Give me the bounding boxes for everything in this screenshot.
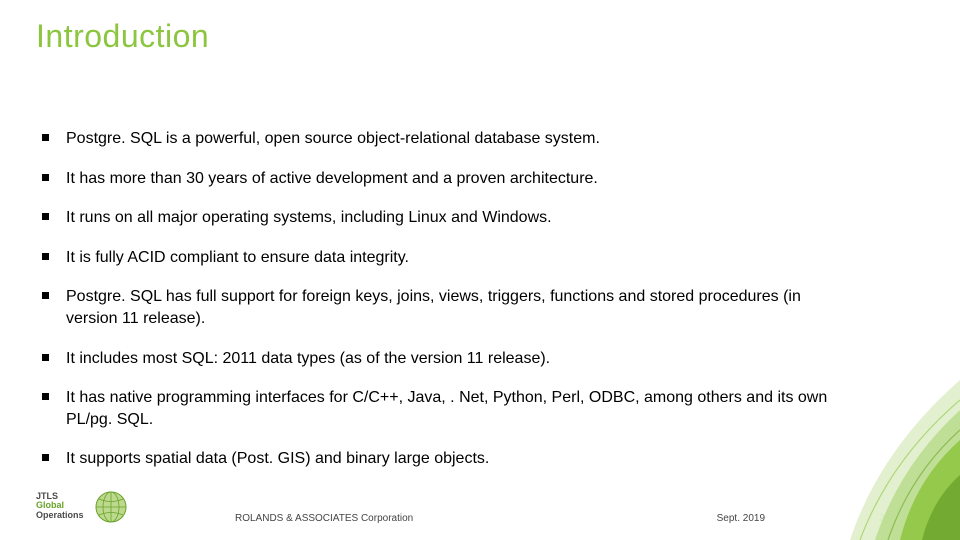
bullet-list: Postgre. SQL is a powerful, open source … bbox=[42, 128, 850, 488]
logo: JTLS Global Operations bbox=[36, 494, 146, 526]
logo-line3: Operations bbox=[36, 510, 84, 520]
globe-icon bbox=[94, 490, 128, 524]
logo-text: JTLS Global Operations bbox=[36, 492, 84, 520]
bullet-item: It supports spatial data (Post. GIS) and… bbox=[42, 448, 850, 470]
bullet-item: Postgre. SQL has full support for foreig… bbox=[42, 286, 850, 329]
footer-date: Sept. 2019 bbox=[717, 513, 765, 524]
bullet-item: Postgre. SQL is a powerful, open source … bbox=[42, 128, 850, 150]
footer-company: ROLANDS & ASSOCIATES Corporation bbox=[235, 513, 413, 524]
bullet-item: It has more than 30 years of active deve… bbox=[42, 168, 850, 190]
bullet-item: It is fully ACID compliant to ensure dat… bbox=[42, 247, 850, 269]
page-number: 2 bbox=[879, 512, 885, 524]
slide: Introduction Postgre. SQL is a powerful,… bbox=[0, 0, 960, 540]
bullet-item: It runs on all major operating systems, … bbox=[42, 207, 850, 229]
bullet-item: It has native programming interfaces for… bbox=[42, 387, 850, 430]
slide-title: Introduction bbox=[36, 18, 209, 55]
bullet-item: It includes most SQL: 2011 data types (a… bbox=[42, 348, 850, 370]
